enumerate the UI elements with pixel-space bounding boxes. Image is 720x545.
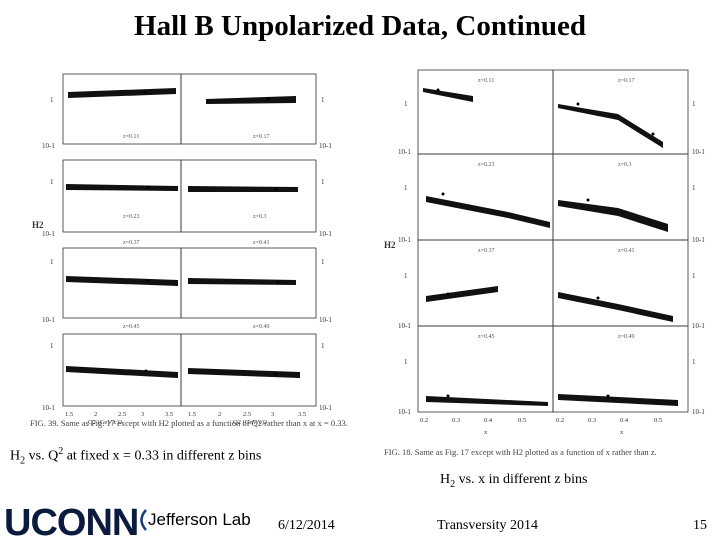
y-tick-label: 10-1 (42, 142, 55, 150)
x-tick-label: 0.2 (420, 417, 428, 424)
panel-label: z=0.17 (253, 134, 270, 140)
y-tick-label: 1 (404, 184, 408, 192)
y-axis-label: H2 (32, 220, 44, 230)
panel-label: z=0.37 (123, 240, 140, 246)
left-subpanel (180, 73, 317, 145)
x-tick-label: 0.4 (620, 417, 629, 424)
x-tick-label: 1.5 (65, 411, 73, 418)
left-figure-subtitle: H2 vs. Q2 at fixed x = 0.33 in different… (10, 446, 262, 467)
panel-label: z=0.11 (478, 78, 494, 84)
right-figure-subtitle: H2 vs. x in different z bins (440, 472, 588, 490)
y-tick-label: 10-1 (398, 322, 411, 330)
panel-label: z=0.23 (478, 162, 495, 168)
y-tick-label: 10-1 (398, 148, 411, 156)
left-subpanel (180, 333, 317, 407)
y-tick-label: 1 (50, 96, 54, 104)
x-tick-label: 1.5 (188, 411, 196, 418)
y-tick-label: 10-1 (319, 230, 332, 238)
x-tick-label: 0.3 (588, 417, 596, 424)
panel-label: z=0.45 (123, 324, 140, 330)
x-tick-label: 0.2 (556, 417, 564, 424)
panel-label: z=0.11 (123, 134, 139, 140)
y-tick-label: 1 (692, 272, 696, 280)
right-subpanel (552, 325, 689, 413)
right-data-bands (423, 88, 678, 406)
y-tick-label: 10-1 (692, 148, 705, 156)
y-tick-label: 10-1 (42, 316, 55, 324)
x-tick-label: 2 (94, 411, 97, 418)
panel-label: z=0.41 (618, 248, 635, 254)
y-tick-label: 10-1 (42, 230, 55, 238)
x-tick-label: 3.5 (298, 411, 306, 418)
left-subpanel (62, 159, 182, 233)
panel-label: z=0.3 (253, 214, 267, 220)
y-tick-label: 10-1 (319, 142, 332, 150)
x-tick-label: 2 (218, 411, 221, 418)
x-axis-label: x (484, 429, 488, 436)
y-tick-label: 10-1 (42, 404, 55, 412)
jlab-logo: Jefferson Lab (148, 510, 251, 529)
x-tick-label: 0.5 (654, 417, 662, 424)
y-axis-label: H2 (384, 240, 396, 250)
y-tick-label: 1 (321, 96, 325, 104)
panel-label: z=0.49 (618, 334, 635, 340)
y-tick-label: 1 (692, 184, 696, 192)
x-tick-label: 0.4 (484, 417, 493, 424)
footer-date: 6/12/2014 (278, 518, 335, 533)
y-tick-label: 10-1 (319, 316, 332, 324)
jlab-arc-icon (140, 509, 147, 531)
x-axis-label: Q2 (GeV/c)2 (233, 419, 267, 426)
left-subpanel (62, 73, 182, 145)
y-tick-label: 1 (404, 358, 408, 366)
left-data-bands (66, 88, 300, 378)
y-tick-label: 1 (321, 178, 325, 186)
y-tick-label: 1 (404, 100, 408, 108)
y-tick-label: 10-1 (319, 404, 332, 412)
x-tick-label: 2.5 (243, 411, 251, 418)
y-tick-label: 1 (321, 258, 325, 266)
panel-label: z=0.41 (253, 240, 270, 246)
y-tick-label: 10-1 (398, 236, 411, 244)
y-tick-label: 10-1 (692, 408, 705, 416)
y-tick-label: 10-1 (692, 236, 705, 244)
y-tick-label: 1 (692, 358, 696, 366)
panel-label: z=0.23 (123, 214, 140, 220)
right-figure: 1 10-1 1 10-1 1 10-1 1 10-1 1 10-1 1 10-… (378, 66, 713, 458)
left-subpanel (180, 159, 317, 233)
left-figure: 1 10-1 1 10-1 1 10-1 1 10-1 1 10-1 1 10-… (28, 66, 373, 426)
x-axis-label: Q2 (GeV/c)2 (88, 419, 122, 426)
page-number: 15 (693, 518, 707, 533)
left-figure-plot: 1 10-1 1 10-1 1 10-1 1 10-1 1 10-1 1 10-… (32, 73, 332, 426)
slide-title: Hall B Unpolarized Data, Continued (134, 10, 586, 42)
x-tick-label: 0.3 (452, 417, 460, 424)
panel-label: z=0.45 (478, 334, 495, 340)
x-tick-label: 0.5 (518, 417, 526, 424)
y-tick-label: 1 (321, 342, 325, 350)
panel-label: z=0.37 (478, 248, 495, 254)
x-tick-label: 3 (271, 411, 274, 418)
y-tick-label: 1 (404, 272, 408, 280)
footer-conference: Transversity 2014 (437, 518, 538, 533)
y-tick-label: 10-1 (692, 322, 705, 330)
left-figure-caption: FIG. 39. Same as Fig. 17 except with H2 … (30, 418, 348, 428)
right-figure-caption: FIG. 18. Same as Fig. 17 except with H2 … (384, 447, 657, 457)
right-figure-plot: 1 10-1 1 10-1 1 10-1 1 10-1 1 10-1 1 10-… (384, 69, 705, 436)
panel-label: z=0.49 (253, 324, 270, 330)
x-tick-label: 3.5 (165, 411, 173, 418)
y-tick-label: 1 (50, 178, 54, 186)
y-tick-label: 1 (50, 342, 54, 350)
y-tick-label: 10-1 (398, 408, 411, 416)
y-tick-label: 1 (50, 258, 54, 266)
left-subpanel (180, 247, 317, 319)
x-tick-label: 3 (141, 411, 144, 418)
x-tick-label: 2.5 (118, 411, 126, 418)
x-axis-label: x (620, 429, 624, 436)
y-tick-label: 1 (692, 100, 696, 108)
panel-label: z=0.17 (618, 78, 635, 84)
uconn-logo: UCONN (4, 502, 139, 544)
panel-label: z=0.3 (618, 162, 632, 168)
